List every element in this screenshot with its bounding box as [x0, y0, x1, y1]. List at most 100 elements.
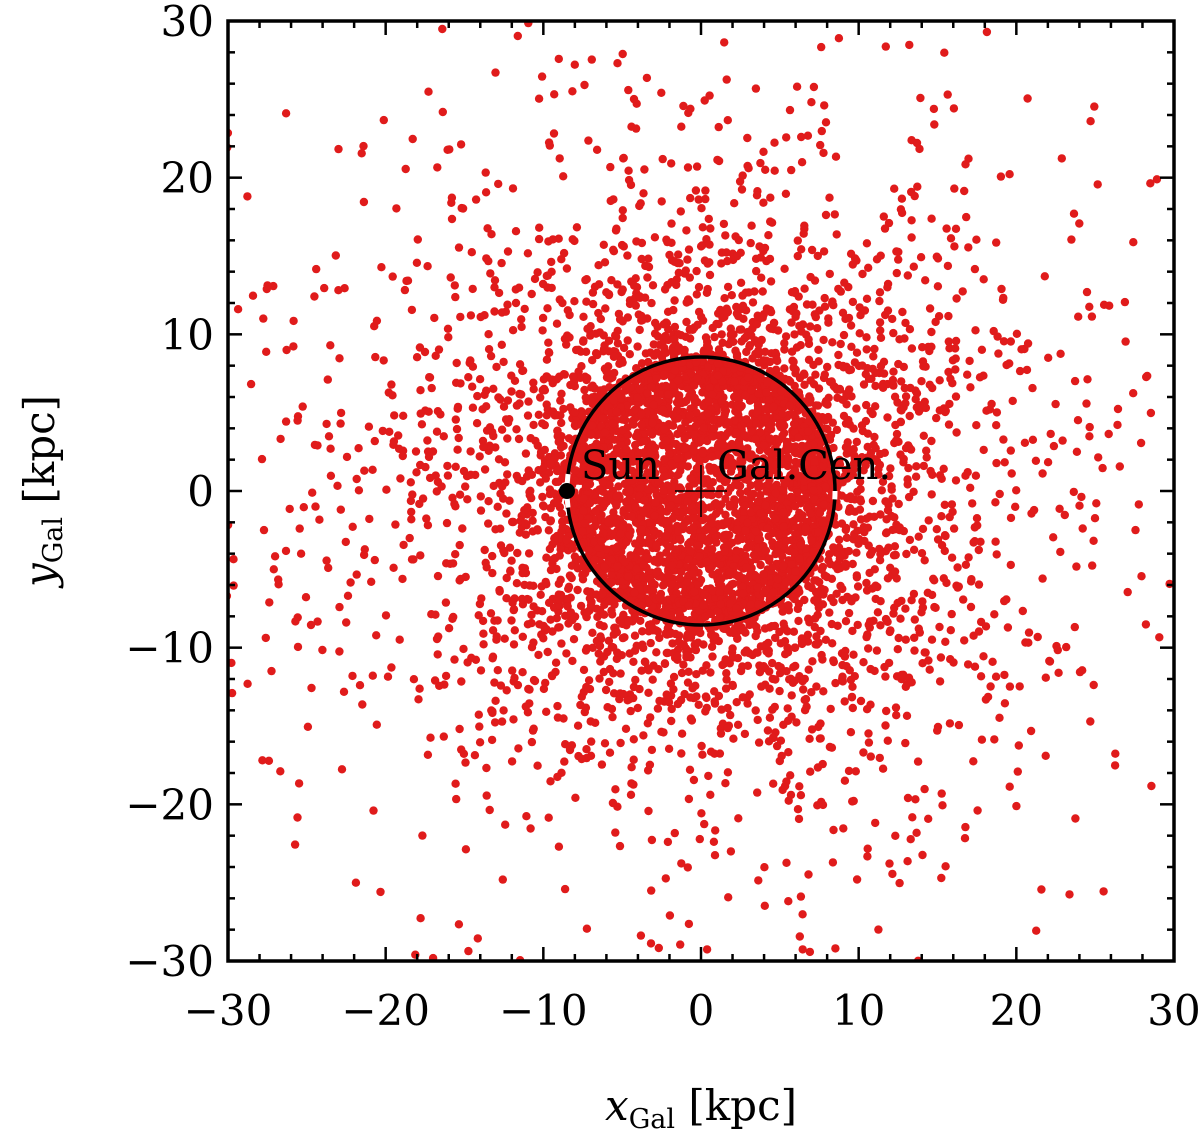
data-point [669, 685, 678, 694]
data-point [450, 499, 459, 509]
data-point [690, 493, 699, 502]
data-point [866, 549, 876, 558]
data-point [951, 344, 960, 353]
data-point [721, 406, 731, 415]
data-point [684, 919, 694, 929]
data-point [907, 216, 916, 225]
data-point [776, 494, 785, 504]
data-point [1011, 502, 1020, 511]
data-point [708, 519, 717, 528]
data-point [827, 743, 837, 752]
data-point [821, 210, 831, 220]
data-point [488, 551, 497, 561]
data-point [603, 518, 613, 527]
data-point [944, 337, 953, 346]
data-point [699, 423, 708, 433]
data-point [391, 520, 400, 529]
data-point [335, 647, 344, 656]
data-point [891, 831, 900, 840]
data-point [599, 610, 609, 619]
data-point [343, 591, 353, 600]
data-point [989, 326, 998, 336]
data-point [804, 355, 814, 364]
data-point [742, 415, 751, 424]
data-point [709, 837, 719, 846]
data-point [396, 474, 405, 483]
data-point [839, 411, 849, 421]
data-point [681, 418, 690, 427]
data-point [527, 737, 537, 747]
data-point [927, 214, 936, 223]
data-point [1000, 458, 1009, 467]
data-point [931, 603, 940, 612]
data-point [768, 705, 777, 714]
data-point [770, 166, 779, 175]
data-point [293, 813, 302, 822]
data-point [652, 568, 661, 577]
data-point [787, 712, 796, 721]
data-point [629, 735, 638, 744]
data-point [517, 315, 526, 324]
data-point [1014, 741, 1023, 750]
data-point [901, 604, 910, 613]
data-point [326, 444, 335, 453]
data-point [977, 735, 987, 744]
data-point [868, 496, 878, 506]
data-point [863, 429, 873, 438]
data-point [979, 275, 988, 284]
data-point [883, 574, 893, 583]
data-point [738, 171, 747, 180]
data-point [311, 502, 320, 511]
data-point [289, 342, 298, 351]
data-point [612, 628, 622, 637]
data-point [707, 452, 716, 461]
data-point [714, 122, 723, 132]
data-point [276, 434, 285, 444]
data-point [759, 454, 768, 463]
data-point [752, 266, 761, 276]
data-point [684, 451, 693, 460]
data-point [1071, 814, 1080, 823]
data-point [694, 307, 704, 317]
data-point [784, 445, 793, 454]
data-point [657, 197, 666, 206]
data-point [796, 791, 806, 800]
data-point [832, 589, 841, 598]
data-point [686, 404, 695, 413]
data-point [708, 416, 718, 425]
data-point [660, 659, 670, 669]
data-point [761, 165, 770, 174]
data-point [1023, 94, 1032, 103]
data-point [1013, 767, 1022, 776]
data-point [694, 282, 704, 292]
data-point [648, 418, 657, 428]
data-point [676, 940, 685, 949]
data-point [323, 375, 332, 384]
data-point [1072, 447, 1082, 456]
data-point [1113, 420, 1122, 430]
data-point [631, 502, 640, 512]
data-point [958, 287, 967, 296]
data-point [963, 370, 972, 379]
data-point [846, 728, 856, 737]
data-point [623, 251, 632, 260]
data-point [542, 553, 551, 562]
data-point [740, 431, 749, 440]
data-point [408, 134, 417, 144]
data-point [493, 502, 502, 511]
data-point [261, 633, 270, 643]
data-point [759, 198, 768, 207]
data-point [852, 404, 861, 413]
data-point [694, 541, 703, 550]
data-point [865, 568, 874, 578]
data-point [491, 68, 500, 77]
data-point [815, 508, 825, 517]
data-point [743, 133, 752, 143]
data-point [945, 719, 955, 728]
data-point [424, 452, 434, 462]
data-point [416, 914, 425, 923]
data-point [481, 188, 491, 197]
data-point [594, 261, 603, 270]
data-point [636, 534, 645, 544]
data-point [705, 462, 714, 472]
